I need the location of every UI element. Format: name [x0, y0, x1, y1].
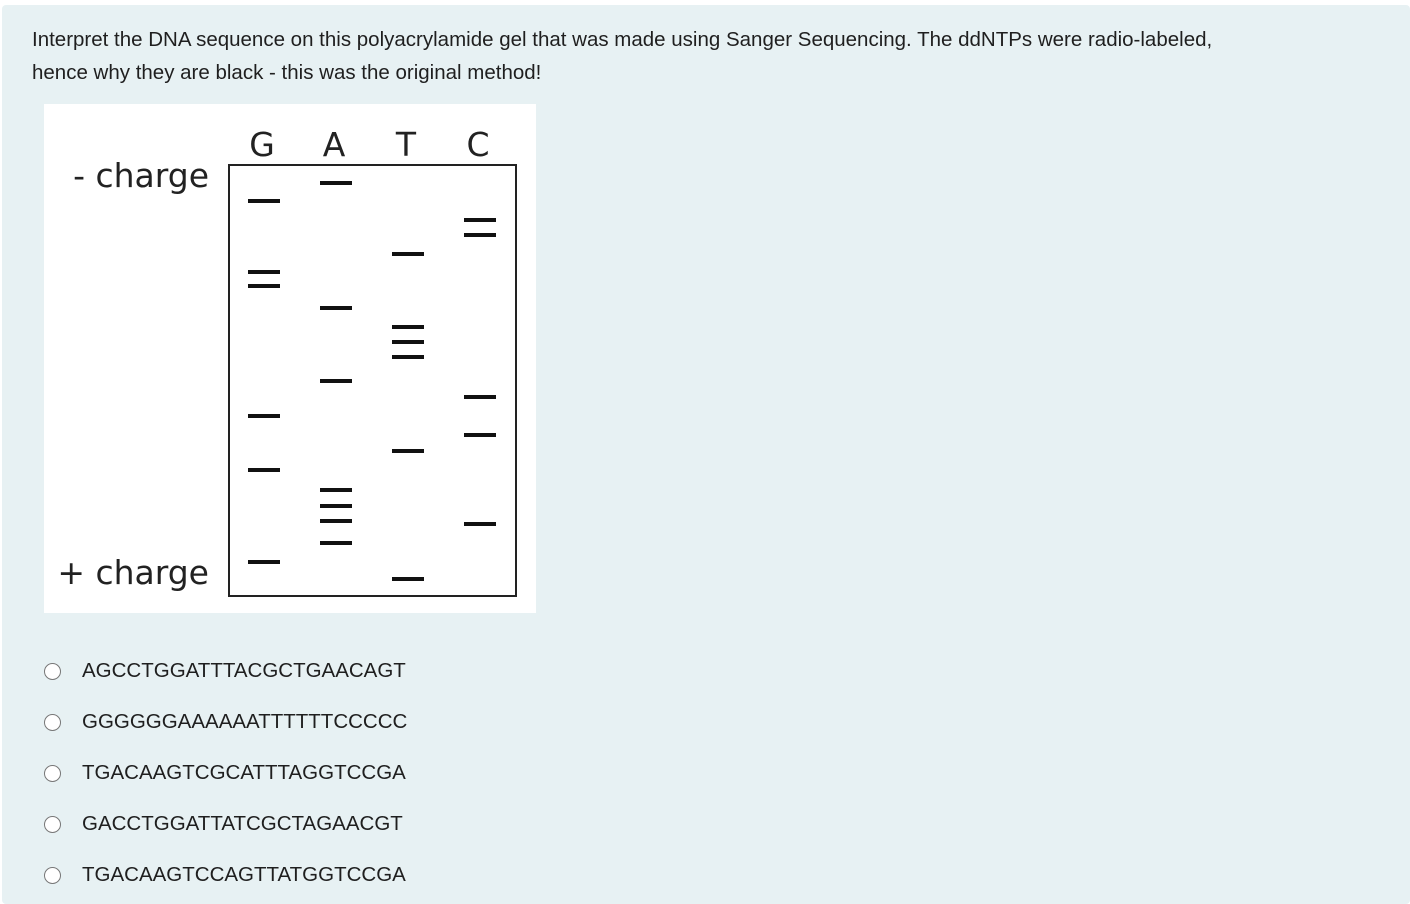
radio-button[interactable] — [44, 815, 61, 833]
bands — [248, 181, 496, 581]
radio-button[interactable] — [44, 662, 61, 680]
question-panel: Interpret the DNA sequence on this polya… — [2, 5, 1410, 904]
lane-label: A — [323, 125, 346, 164]
charge-label: - charge — [73, 156, 209, 195]
radio-button[interactable] — [44, 764, 61, 782]
question-text: hence why they are black - this was the … — [32, 61, 542, 84]
answer-option[interactable]: AGCCTGGATTTACGCTGAACAGT — [44, 656, 406, 686]
gel-diagram: G A T C - charge + charge — [57, 125, 517, 597]
radio-button[interactable] — [44, 866, 61, 884]
lane-label: T — [395, 125, 417, 164]
gel-frame — [228, 164, 517, 597]
option-text: TGACAAGTCCAGTTATGGTCCGA — [82, 863, 406, 886]
charge-label: + charge — [57, 553, 209, 592]
answer-option[interactable]: TGACAAGTCGCATTTAGGTCCGA — [44, 758, 406, 788]
answer-option[interactable]: GACCTGGATTATCGCTAGAACGT — [44, 809, 403, 839]
option-text: GGGGGGAAAAAATTTTTTCCCCC — [82, 710, 408, 733]
answer-option[interactable]: GGGGGGAAAAAATTTTTTCCCCC — [44, 707, 407, 737]
question-text: Interpret the DNA sequence on this polya… — [32, 28, 1213, 51]
option-text: GACCTGGATTATCGCTAGAACGT — [82, 812, 403, 835]
option-text: AGCCTGGATTTACGCTGAACAGT — [82, 659, 406, 682]
radio-button[interactable] — [44, 713, 61, 731]
lane-label: C — [466, 125, 489, 164]
lane-label: G — [249, 125, 275, 164]
option-text: TGACAAGTCGCATTTAGGTCCGA — [82, 761, 406, 784]
gel-image: G A T C - charge + charge — [44, 104, 536, 613]
answer-option[interactable]: TGACAAGTCCAGTTATGGTCCGA — [44, 860, 406, 890]
